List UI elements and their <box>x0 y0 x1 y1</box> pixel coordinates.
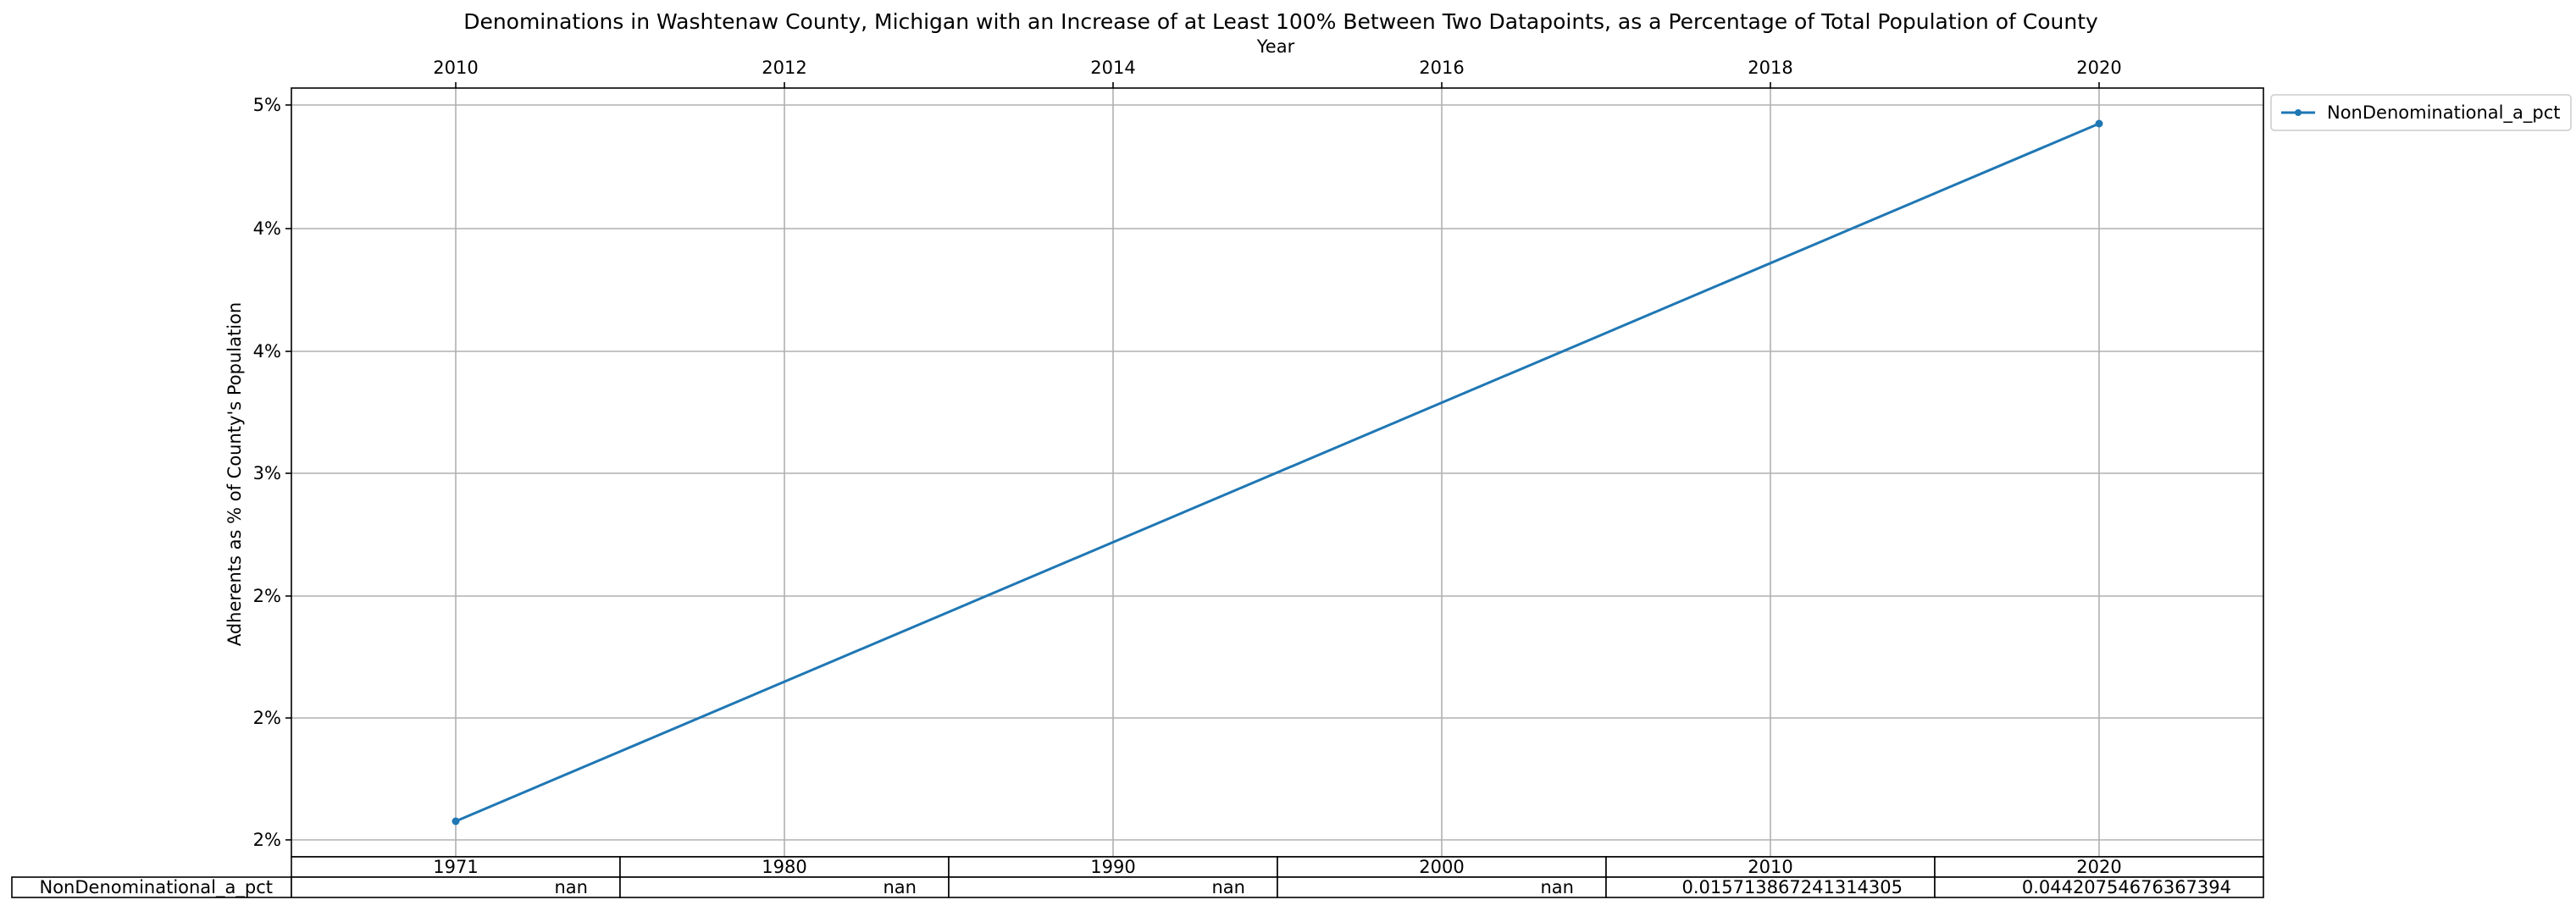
series-line <box>455 122 2100 823</box>
data-point <box>451 817 460 825</box>
table-row-label-cell <box>11 876 292 898</box>
x-tick-label: 2020 <box>2076 58 2121 78</box>
table-column-header: 1971 <box>433 857 478 877</box>
series-layer <box>451 119 2103 825</box>
y-tick-labels: 2% 2% 2% 3% 4% 4% 5% <box>253 95 291 850</box>
data-table: 1971 1980 1990 2000 2010 2020 NonDenominationa… <box>11 856 2264 898</box>
y-tick-label: 2% <box>253 708 281 728</box>
y-tick-label: 4% <box>253 341 281 362</box>
x-tick-label: 2010 <box>433 58 478 78</box>
y-axis-label: Adherents as % of County's Population <box>224 302 245 646</box>
chart-title: Denominations in Washtenaw County, Michi… <box>463 9 2098 34</box>
legend-frame <box>2270 94 2572 131</box>
y-tick-label: 2% <box>253 830 281 850</box>
table-column-header: 2020 <box>2076 857 2121 877</box>
table-cell <box>948 876 1278 898</box>
legend-entry-label: NonDenominational_a_pct <box>2327 102 2561 124</box>
y-tick-label: 3% <box>253 463 281 483</box>
table-column-header: 1990 <box>1090 857 1135 877</box>
table-cell-value: nan <box>555 877 589 897</box>
y-tick-label: 2% <box>253 586 281 606</box>
legend-point-marker <box>2295 109 2302 116</box>
grid-lines <box>291 88 2263 857</box>
x-tick-label: 2014 <box>1090 58 1135 78</box>
table-cell <box>1934 876 2264 898</box>
table-cell <box>291 876 621 898</box>
y-tick-label: 5% <box>253 95 281 115</box>
x-axis-label: Year <box>1256 36 1295 57</box>
table-column-header: 1980 <box>762 857 806 877</box>
x-tick-label: 2012 <box>762 58 806 78</box>
table-cell-value: nan <box>884 877 917 897</box>
x-tick-label: 2018 <box>1748 58 1792 78</box>
x-tick-labels: 2010 2012 2014 2016 2018 2020 <box>433 58 2122 88</box>
legend: NonDenominational_a_pct <box>2270 94 2572 131</box>
table-cell-value: nan <box>1541 877 1575 897</box>
table-cell <box>619 876 950 898</box>
y-tick-label: 4% <box>253 218 281 239</box>
table-column-header: 2000 <box>1419 857 1464 877</box>
table-cell-value: 0.04420754676367394 <box>2022 877 2231 897</box>
table-row-label: NonDenominational_a_pct <box>40 877 274 898</box>
table-column-header: 2010 <box>1748 857 1792 877</box>
table-cell-value: nan <box>1212 877 1246 897</box>
data-point <box>2095 119 2103 128</box>
x-tick-label: 2016 <box>1419 58 1464 78</box>
table-cell-value: 0.015713867241314305 <box>1681 877 1903 897</box>
